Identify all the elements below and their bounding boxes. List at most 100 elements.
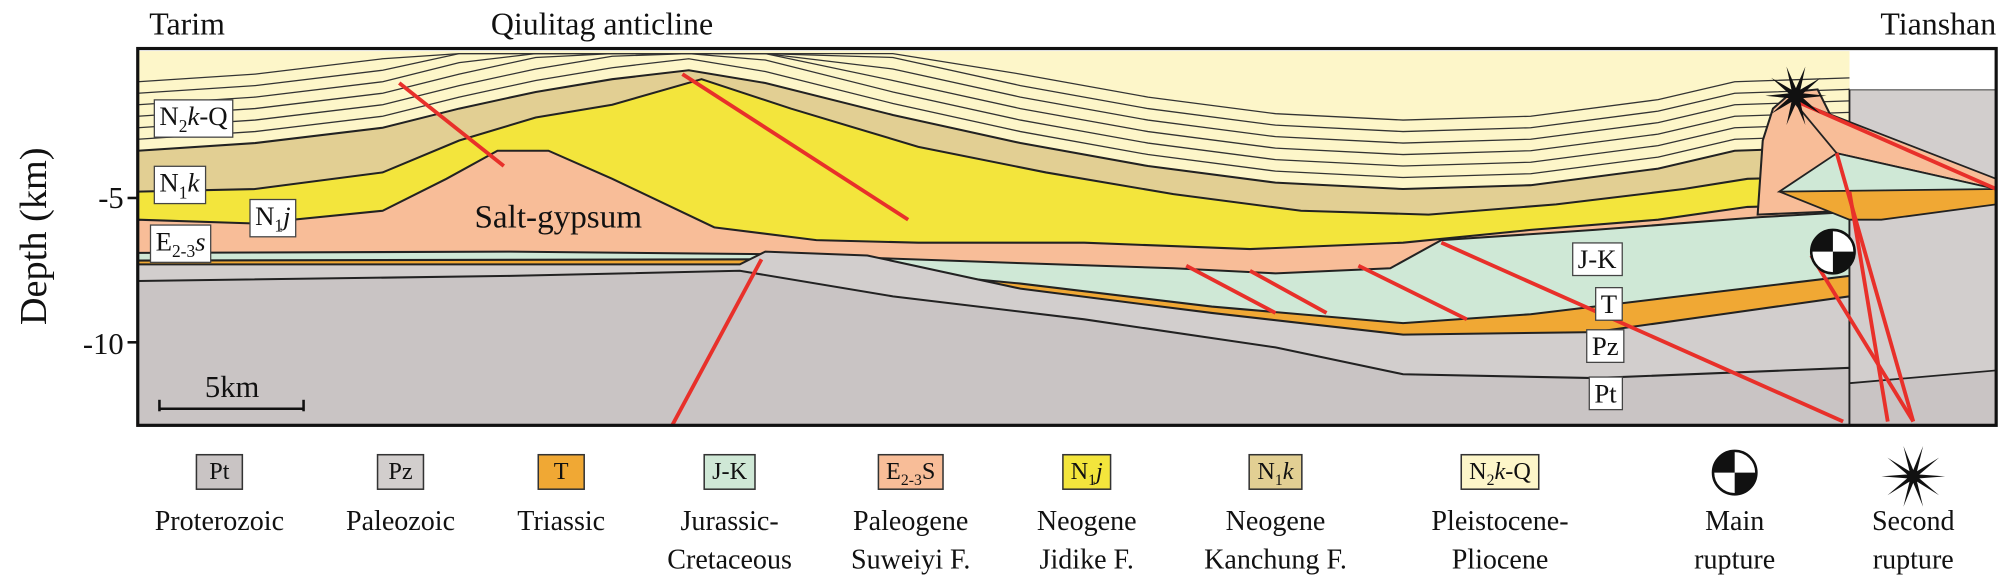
layers [136, 49, 1998, 427]
section-label: T [1601, 289, 1617, 319]
faults [398, 66, 1997, 427]
legend-label: Paleozoic [346, 506, 455, 537]
legend-symbol: N1k [1257, 458, 1294, 489]
legend-swatch [703, 453, 756, 490]
legend-symbol: Pz [388, 458, 412, 485]
region-label: Qiulitag anticline [491, 6, 713, 41]
text-part: E [886, 458, 901, 485]
label-box [153, 165, 207, 205]
bedding-line [137, 53, 1850, 133]
scale-label: 5km [205, 370, 260, 404]
fault [1809, 254, 1915, 423]
text-part: k [187, 101, 200, 131]
label-box [1586, 329, 1625, 364]
label-box [153, 99, 234, 138]
legend-symbol: N1j [1071, 458, 1103, 489]
tick-label: -10 [83, 327, 124, 361]
text-part: 1 [1088, 472, 1096, 489]
text-part: Salt-gypsum [474, 198, 642, 235]
rupture-star [1881, 446, 1946, 507]
text-part: 1 [179, 182, 188, 202]
bedding-line [137, 53, 1850, 156]
bedding-line [137, 58, 1850, 179]
text-part: N [1469, 458, 1487, 485]
region-label: Tarim [149, 6, 225, 41]
beachball-quadrant [1713, 450, 1735, 473]
label-box [1595, 287, 1623, 321]
text-part: Pt [209, 458, 229, 485]
fault [1797, 100, 1997, 191]
fault [670, 258, 764, 427]
legend-label: Jidike F. [1040, 544, 1134, 575]
legend-symbol: T [554, 458, 569, 485]
fault [1440, 240, 1844, 424]
text-part: 2-3 [172, 241, 195, 261]
rupture-star [1765, 66, 1827, 125]
label-box [1572, 242, 1623, 277]
text-part: j [280, 201, 290, 231]
text-part: Pt [1594, 378, 1617, 408]
scale-bar: 5km [158, 370, 305, 412]
text-part: N [255, 201, 274, 231]
fault [1249, 269, 1328, 315]
legend-label: Pleistocene- [1431, 506, 1568, 537]
text-part: 1 [274, 215, 283, 235]
label-box [1588, 376, 1624, 411]
legend-swatch [537, 453, 585, 490]
bedding-line [137, 53, 1850, 144]
text-part: N [1071, 458, 1089, 485]
text-part: Pz [1592, 331, 1619, 361]
legend-swatch [877, 453, 944, 490]
legend-swatch [195, 453, 244, 490]
legend-symbol: Pt [209, 458, 229, 485]
fault [1185, 263, 1277, 315]
text-part: 2 [1487, 472, 1495, 489]
top-white [1849, 49, 1995, 90]
legend-label: Second [1872, 506, 1955, 537]
section-label: E2-3s [156, 226, 206, 261]
fault [398, 81, 506, 168]
fault [681, 72, 910, 222]
text-part: 2-3 [901, 472, 922, 489]
legend-swatch [1460, 453, 1540, 490]
section-label: Pt [1594, 378, 1617, 408]
beachball-quadrant [1832, 251, 1855, 274]
legend-swatch [1248, 453, 1303, 490]
legend-label: Paleogene [853, 506, 968, 537]
legend: Pt Proterozoic Pz Paleozoic T Triassic J-K Jura… [155, 446, 1955, 575]
section-label: N1k [159, 168, 200, 203]
text-part: 1 [1275, 472, 1283, 489]
section-frame [136, 46, 1998, 427]
text-part: k [187, 168, 200, 198]
legend-label: Jurassic- [681, 506, 779, 537]
text-part: J-K [1578, 244, 1617, 274]
legend-label: Neogene [1226, 506, 1326, 537]
legend-swatch [376, 453, 425, 490]
text-part: j [1093, 458, 1103, 485]
text-part: k [1283, 458, 1295, 485]
section-label: N2k-Q [159, 101, 227, 136]
legend-label: Neogene [1037, 506, 1137, 537]
text-part: Pz [388, 458, 412, 485]
legend-symbol: J-K [712, 458, 747, 485]
legend-label: Main [1705, 506, 1764, 537]
bedding-line [137, 53, 1850, 121]
text-part: S [922, 458, 935, 485]
legend-label: Triassic [517, 506, 605, 537]
text-part: k [1495, 458, 1507, 485]
text-part: J-K [712, 458, 747, 485]
text-part: N [159, 168, 178, 198]
section-label: Pz [1592, 331, 1619, 361]
beachball-quadrant [1811, 229, 1833, 252]
text-part: E [156, 226, 172, 256]
legend-label: rupture [1873, 544, 1954, 575]
beachball-quadrant [1734, 472, 1757, 495]
section-label: J-K [1578, 244, 1617, 274]
legend-label: Cretaceous [667, 544, 792, 575]
legend-symbol: N2k-Q [1469, 458, 1531, 489]
tick-label: -5 [98, 181, 123, 215]
section-label: Salt-gypsum [474, 198, 642, 235]
text-part: T [1601, 289, 1617, 319]
